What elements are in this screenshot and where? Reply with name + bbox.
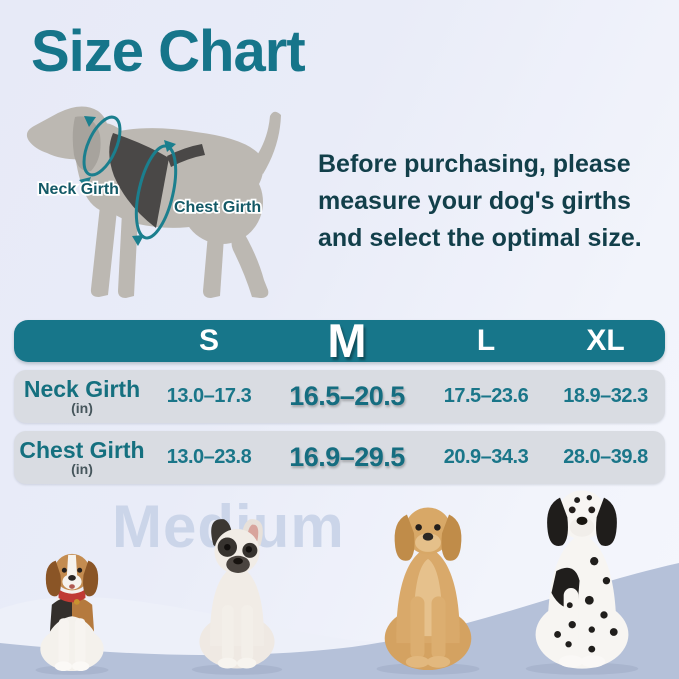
intro-line-2: measure your dog's girths	[318, 187, 631, 215]
intro-line-3: and select the optimal size.	[318, 224, 642, 252]
page-title: Size Chart	[31, 19, 306, 84]
row-label-text: Neck Girth	[23, 376, 141, 402]
chest-value-xl: 28.0–39.8	[563, 446, 648, 468]
neck-arrowhead	[84, 116, 96, 127]
row-label-neck: Neck Girth (in)	[14, 377, 150, 416]
background-waves	[0, 563, 679, 679]
red-collar	[58, 589, 86, 603]
chest-arrowhead-2	[132, 235, 144, 246]
chest-value-m: 16.9–29.5	[289, 442, 405, 472]
dalmatian-spots	[554, 494, 618, 653]
row-label-text: Chest Girth	[19, 437, 145, 463]
size-column-l: L	[476, 324, 496, 357]
beagle-photo	[35, 553, 109, 675]
neck-value-s: 13.0–17.3	[166, 385, 252, 407]
size-column-m: M	[327, 314, 367, 367]
dog-measurement-diagram: Neck Girth Chest Girth	[26, 106, 281, 298]
intro-text: Before purchasing, please measure your d…	[318, 146, 668, 257]
row-unit: (in)	[71, 461, 93, 477]
chest-arrowhead	[164, 140, 176, 152]
neck-girth-arrow	[82, 115, 122, 177]
neck-value-xl: 18.9–32.3	[563, 385, 648, 407]
french-bulldog-photo	[191, 519, 283, 675]
neck-arrowhead-2	[79, 177, 91, 188]
neck-value-l: 17.5–23.6	[443, 385, 529, 407]
table-row-chest-girth: Chest Girth (in) 13.0–23.8 16.9–29.5 20.…	[14, 431, 665, 484]
dog-shadow	[525, 662, 639, 675]
intro-line-1: Before purchasing, please	[318, 150, 631, 178]
chest-girth-label: Chest Girth	[174, 199, 261, 216]
row-unit: (in)	[71, 400, 93, 416]
golden-retriever-photo	[376, 507, 480, 675]
table-row-neck-girth: Neck Girth (in) 13.0–17.3 16.5–20.5 17.5…	[14, 370, 665, 423]
size-column-xl: XL	[586, 324, 625, 357]
blue-wave	[0, 563, 679, 679]
size-column-s: S	[198, 324, 219, 357]
chest-value-l: 20.9–34.3	[443, 446, 529, 468]
neck-value-m: 16.5–20.5	[289, 381, 405, 411]
neck-girth-label: Neck Girth	[38, 181, 119, 198]
dalmatian-photo	[525, 490, 639, 675]
dog-shadow	[191, 664, 283, 675]
chest-value-s: 13.0–23.8	[166, 446, 252, 468]
size-table-header: S M L XL	[14, 314, 665, 367]
row-label-chest: Chest Girth (in)	[14, 438, 150, 477]
